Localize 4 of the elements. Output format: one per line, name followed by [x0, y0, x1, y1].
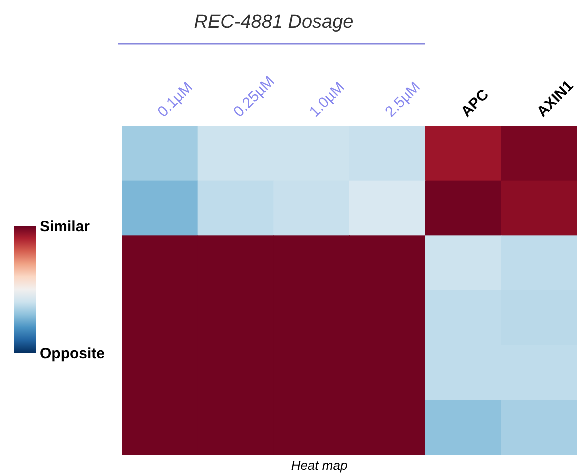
text: Heat map	[291, 458, 348, 473]
color-bar-label: Opposite	[40, 345, 106, 362]
chart-title: REC-4881 Dosage	[194, 12, 354, 33]
color-bar-label: Similar	[40, 218, 90, 236]
